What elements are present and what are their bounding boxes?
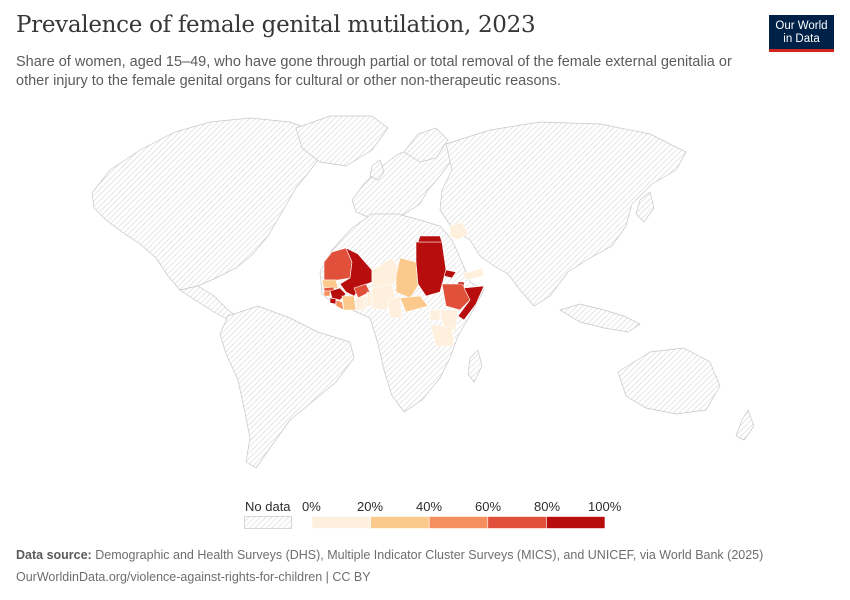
legend-tick-0: 0% xyxy=(302,499,321,514)
greenland-land xyxy=(295,115,389,167)
footer-url-line[interactable]: OurWorldinData.org/violence-against-righ… xyxy=(16,570,371,584)
region-cameroon[interactable] xyxy=(387,295,403,319)
region-tanzania[interactable] xyxy=(429,323,455,347)
region-egypt[interactable] xyxy=(417,235,443,243)
legend-tick-60: 60% xyxy=(475,499,502,514)
page-title: Prevalence of female genital mutilation,… xyxy=(16,12,536,38)
north-america-land xyxy=(91,117,326,291)
region-ghana[interactable] xyxy=(355,295,365,311)
legend-tick-20: 20% xyxy=(357,499,384,514)
africa-land xyxy=(319,213,485,413)
japan-land xyxy=(635,191,655,223)
region-uganda[interactable] xyxy=(429,309,441,321)
legend-bin-40-60[interactable] xyxy=(428,516,489,529)
legend-tick-100: 100% xyxy=(588,499,622,514)
owid-logo[interactable]: Our World in Data xyxy=(769,15,834,52)
logo-line-1: Our World xyxy=(775,20,828,32)
data-source-line: Data source: Demographic and Health Surv… xyxy=(16,548,763,562)
uk-land xyxy=(369,159,385,181)
region-togo[interactable] xyxy=(363,295,368,309)
south-america-land xyxy=(219,305,355,469)
region-sierra-leone[interactable] xyxy=(329,297,337,305)
region-kenya[interactable] xyxy=(439,309,459,331)
region-ethiopia[interactable] xyxy=(441,283,473,311)
legend-tick-40: 40% xyxy=(416,499,443,514)
central-america-land xyxy=(179,285,237,321)
legend-bin-80-100[interactable] xyxy=(546,516,606,529)
asia-land xyxy=(439,121,687,307)
region-sudan[interactable] xyxy=(415,241,447,297)
legend-tick-80: 80% xyxy=(534,499,561,514)
madagascar-land xyxy=(467,349,483,383)
region-iraq[interactable] xyxy=(449,221,469,241)
region-benin[interactable] xyxy=(366,291,373,307)
data-source-text: Demographic and Health Surveys (DHS), Mu… xyxy=(95,548,764,562)
new-zealand-land xyxy=(735,409,755,441)
scandinavia-land xyxy=(403,127,449,163)
legend-no-data-swatch xyxy=(244,516,292,529)
region-somalia[interactable] xyxy=(457,285,485,321)
legend-color-scale xyxy=(312,516,606,529)
legend-bin-20-40[interactable] xyxy=(370,516,430,529)
region-guinea-bissau[interactable] xyxy=(323,290,331,297)
legend-no-data-label: No data xyxy=(245,499,291,514)
region-eritrea[interactable] xyxy=(443,269,457,279)
region-cote-divoire[interactable] xyxy=(341,295,357,311)
legend-bin-0-20[interactable] xyxy=(312,516,371,529)
world-map xyxy=(91,115,755,469)
region-car[interactable] xyxy=(399,295,429,313)
region-yemen[interactable] xyxy=(461,267,485,281)
logo-line-2: in Data xyxy=(783,32,820,45)
page-subtitle: Share of women, aged 15–49, who have gon… xyxy=(16,54,732,89)
data-source-label: Data source: xyxy=(16,548,92,562)
australia-land xyxy=(617,347,721,415)
se-asia-islands xyxy=(559,303,641,333)
legend-bin-60-80[interactable] xyxy=(487,516,547,529)
